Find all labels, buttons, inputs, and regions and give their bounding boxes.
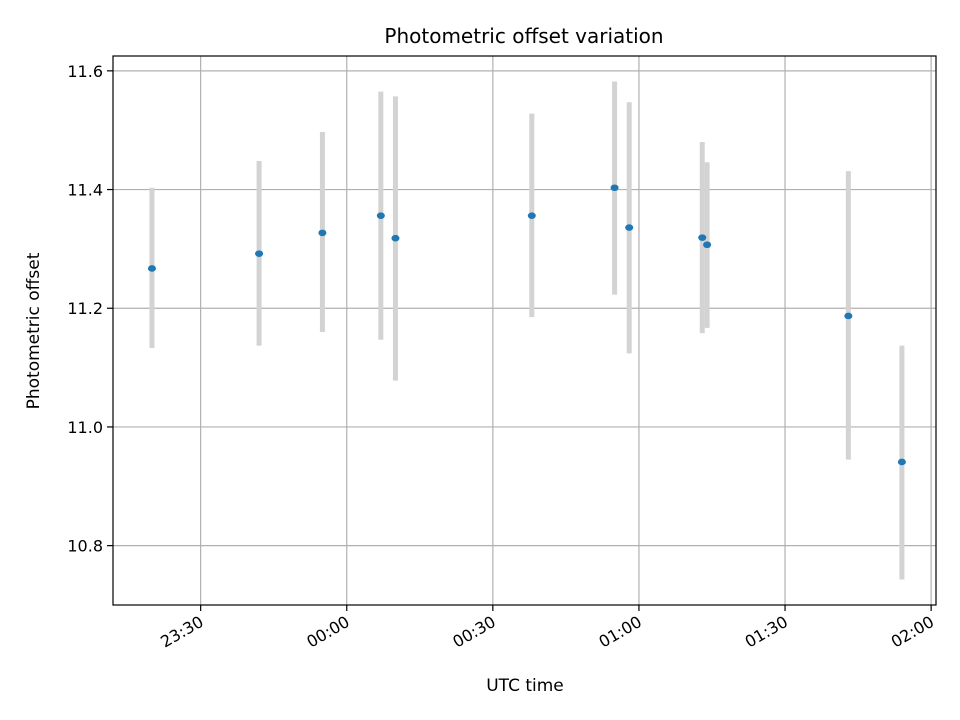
grid	[113, 56, 936, 605]
data-point	[625, 224, 634, 231]
x-tick-label: 00:00	[303, 612, 352, 652]
y-axis-title: Photometric offset	[24, 252, 44, 409]
data-point	[897, 458, 906, 466]
x-tick-label: 02:00	[888, 612, 937, 652]
data-point	[527, 212, 536, 219]
data-point	[703, 241, 712, 249]
y-tick-label: 10.8	[67, 537, 103, 556]
plot-frame	[112, 55, 937, 606]
y-tick-label: 11.0	[67, 418, 103, 437]
x-tick-label: 23:30	[157, 612, 206, 652]
data-point	[147, 265, 156, 272]
y-tick-label: 11.6	[67, 62, 103, 81]
x-tick-label: 00:30	[449, 612, 498, 652]
y-tick-label: 11.2	[67, 299, 103, 318]
data-point	[255, 250, 264, 257]
x-axis: 23:30 00:00 00:30 01:00 01:30 02:00	[157, 605, 937, 652]
data-point	[391, 234, 400, 242]
data-point	[698, 234, 707, 241]
data-points	[147, 184, 906, 466]
x-axis-title: UTC time	[486, 676, 564, 696]
data-point	[844, 312, 853, 320]
y-axis: 10.8 11.0 11.2 11.4 11.6	[67, 62, 113, 556]
x-tick-label: 01:30	[742, 612, 791, 652]
data-point	[376, 212, 385, 219]
y-tick-label: 11.4	[67, 181, 103, 200]
data-point	[610, 184, 619, 192]
data-point	[318, 229, 327, 237]
error-bars	[149, 81, 905, 580]
chart-title: Photometric offset variation	[384, 24, 663, 48]
x-tick-label: 01:00	[596, 612, 645, 652]
